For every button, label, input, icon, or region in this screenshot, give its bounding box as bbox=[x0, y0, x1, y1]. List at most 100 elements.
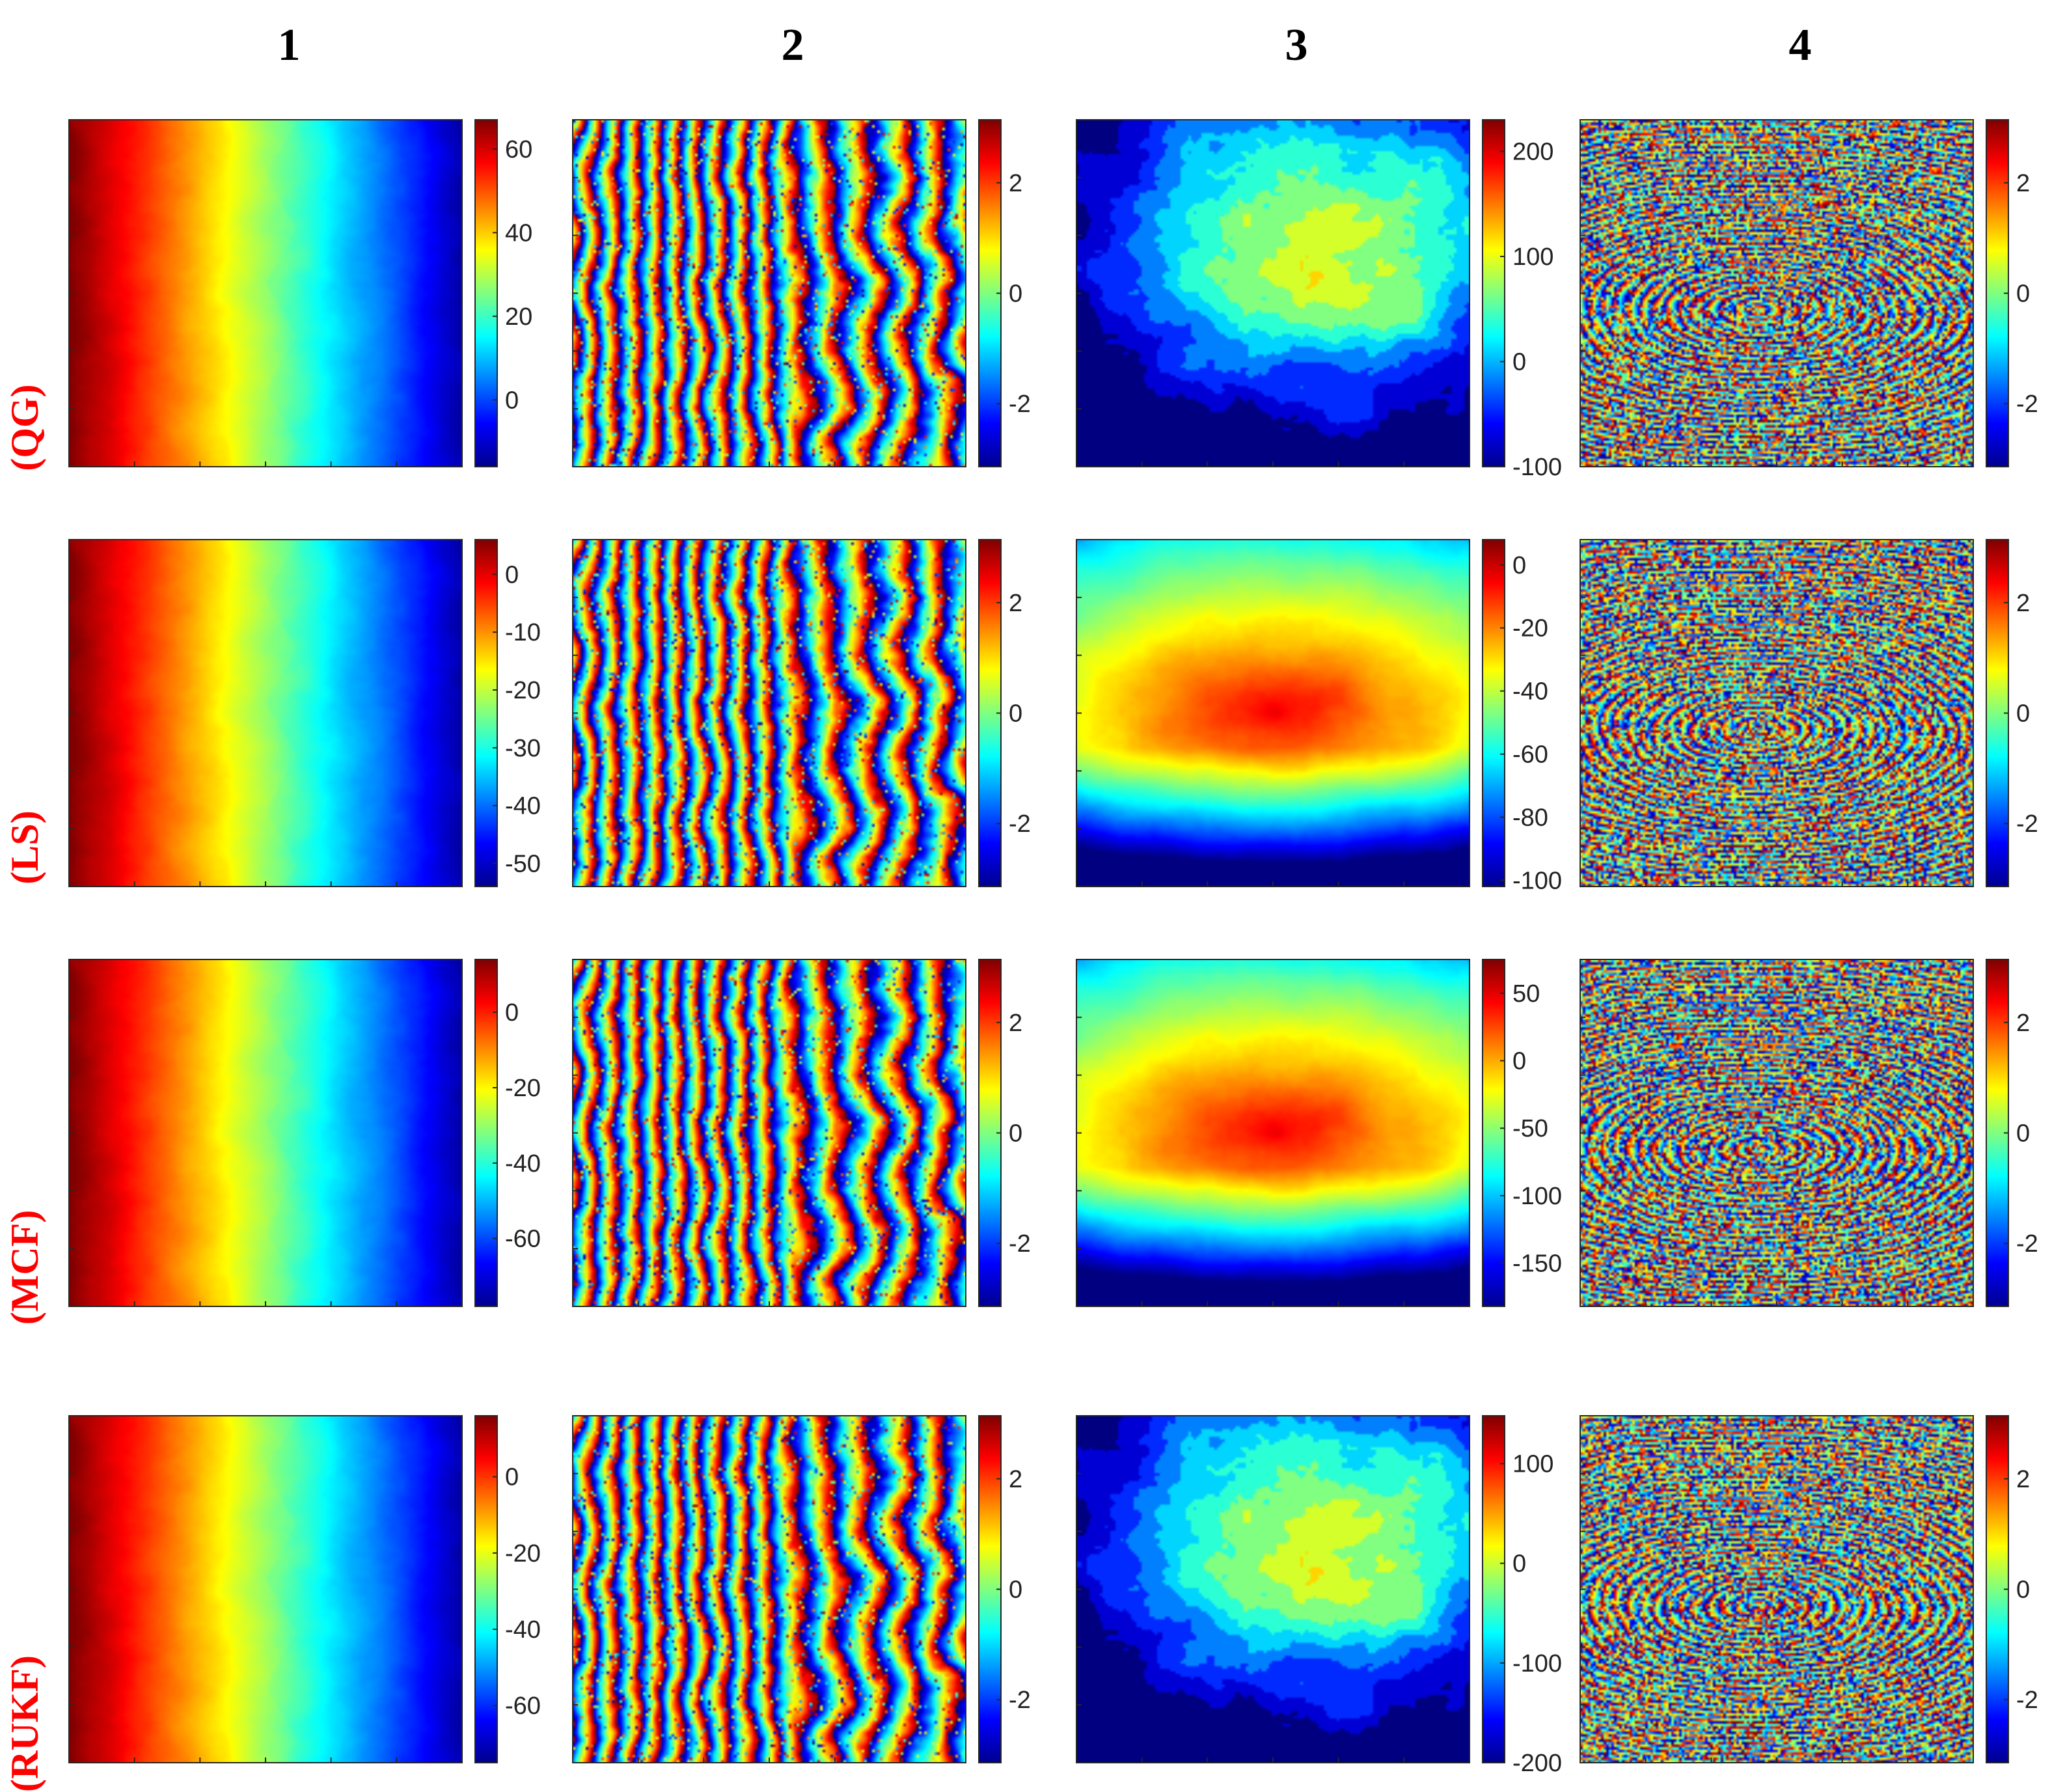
row-labels: (QG) (LS) (MCF) (RUKF) bbox=[3, 384, 46, 1792]
heatmap-panel: -2 0 2 bbox=[572, 539, 1031, 887]
colorbar-tick-label: 2 bbox=[1009, 170, 1022, 197]
colorbar-tick-label: -40 bbox=[505, 1616, 541, 1644]
colorbar bbox=[1483, 120, 1505, 467]
colorbar-tick-label: 200 bbox=[1512, 138, 1553, 165]
heatmap-panel: -50 -40 -30 -20 -10 0 bbox=[68, 539, 541, 887]
heatmap-panel: -150 -100 -50 0 50 bbox=[1076, 959, 1562, 1307]
colorbar-frame bbox=[1482, 539, 1505, 887]
colorbar-tick-label: -20 bbox=[505, 677, 541, 704]
colorbar-tick-label: -30 bbox=[505, 735, 541, 762]
colorbar-tick-label: -60 bbox=[505, 1692, 541, 1720]
colorbar-frame bbox=[474, 959, 498, 1307]
row-label: (LS) bbox=[3, 810, 46, 884]
colorbar-tick-label: -2 bbox=[2016, 391, 2038, 418]
colorbar-tick-label: 100 bbox=[1512, 1451, 1553, 1478]
colorbar-frame bbox=[1482, 959, 1505, 1307]
heatmap-panel: -2 0 2 bbox=[572, 959, 1031, 1307]
colorbar-tick-label: 2 bbox=[1009, 590, 1022, 617]
colorbar-tick-label: -100 bbox=[1512, 1650, 1562, 1677]
colorbar bbox=[475, 959, 497, 1306]
colorbar-tick-label: -40 bbox=[505, 793, 541, 820]
heatmap-image bbox=[1076, 959, 1470, 1306]
colorbar-frame bbox=[474, 1415, 498, 1763]
colorbar-tick-label: 2 bbox=[2016, 1010, 2030, 1037]
colorbar-tick-label: -10 bbox=[505, 619, 541, 646]
heatmap-panel: -60 -40 -20 0 bbox=[68, 1415, 541, 1763]
heatmap-panel: -200 -100 0 100 bbox=[1076, 1415, 1562, 1777]
colorbar-tick-label: -2 bbox=[1009, 1687, 1031, 1714]
colorbar-tick-label: -100 bbox=[1512, 1183, 1562, 1210]
heatmap-image bbox=[1076, 540, 1470, 887]
heatmap-image bbox=[1580, 540, 1973, 887]
colorbar-tick-label: 0 bbox=[2016, 1120, 2030, 1148]
heatmap-image bbox=[573, 120, 966, 467]
heatmap-image bbox=[573, 959, 966, 1306]
heatmap-image bbox=[69, 1416, 462, 1763]
heatmap-panel: -2 0 2 bbox=[1580, 119, 2038, 467]
heatmap-image bbox=[573, 1416, 966, 1763]
colorbar-tick-label: 0 bbox=[505, 999, 519, 1027]
colorbar-tick-label: 0 bbox=[1512, 552, 1526, 579]
colorbar-tick-label: -2 bbox=[1009, 810, 1031, 838]
colorbar-tick-label: -2 bbox=[2016, 1687, 2038, 1714]
colorbar-tick-label: 0 bbox=[2016, 1577, 2030, 1604]
row-label: (QG) bbox=[3, 384, 46, 471]
colorbar-frame bbox=[1482, 1415, 1505, 1763]
heatmap-panel: -100 -80 -60 -40 -20 0 bbox=[1076, 539, 1562, 894]
row-label: (RUKF) bbox=[3, 1655, 46, 1792]
colorbar bbox=[1483, 540, 1505, 887]
column-title: 1 bbox=[278, 20, 301, 70]
colorbar-tick-label: 0 bbox=[505, 1464, 519, 1491]
colorbar-tick-label: 0 bbox=[2016, 700, 2030, 728]
heatmap-image bbox=[1076, 1416, 1470, 1763]
heatmap-image bbox=[573, 540, 966, 887]
heatmap-image bbox=[69, 540, 462, 887]
colorbar-tick-label: 0 bbox=[1512, 1551, 1526, 1578]
colorbar bbox=[475, 540, 497, 887]
colorbar-tick-label: 0 bbox=[1009, 700, 1022, 728]
colorbar-tick-label: -2 bbox=[2016, 810, 2038, 838]
colorbar-frame bbox=[1482, 119, 1505, 467]
colorbar bbox=[475, 1416, 497, 1763]
heatmap-panel: -2 0 2 bbox=[1580, 959, 2038, 1307]
heatmap-image bbox=[1580, 120, 1973, 467]
colorbar-tick-label: -20 bbox=[505, 1075, 541, 1102]
colorbar-tick-label: -20 bbox=[1512, 615, 1548, 642]
colorbar-tick-label: -50 bbox=[505, 850, 541, 877]
colorbar bbox=[475, 120, 497, 467]
column-title: 2 bbox=[782, 20, 804, 70]
colorbar-tick-label: -40 bbox=[1512, 678, 1548, 706]
colorbar bbox=[1483, 959, 1505, 1306]
heatmap-image bbox=[1076, 120, 1470, 467]
column-titles: 1 2 3 4 bbox=[278, 20, 1812, 70]
colorbar-frame bbox=[474, 119, 498, 467]
heatmap-panel: -2 0 2 bbox=[1580, 1415, 2038, 1763]
colorbar-tick-label: 100 bbox=[1512, 243, 1553, 271]
heatmap-image bbox=[69, 120, 462, 467]
colorbar-tick-label: 0 bbox=[505, 561, 519, 588]
colorbar-tick-label: -40 bbox=[505, 1150, 541, 1178]
column-title: 4 bbox=[1789, 20, 1812, 70]
colorbar-tick-label: -2 bbox=[1009, 1230, 1031, 1258]
colorbar-tick-label: 50 bbox=[1512, 980, 1540, 1008]
colorbar-tick-label: 0 bbox=[1009, 281, 1022, 308]
colorbar-tick-label: -100 bbox=[1512, 867, 1562, 894]
colorbar-tick-label: -60 bbox=[505, 1226, 541, 1253]
colorbar-tick-label: 2 bbox=[1009, 1010, 1022, 1037]
heatmap-image bbox=[69, 959, 462, 1306]
colorbar-tick-label: 0 bbox=[1009, 1577, 1022, 1604]
colorbar-tick-label: -200 bbox=[1512, 1750, 1562, 1777]
colorbar-tick-label: -100 bbox=[1512, 454, 1562, 481]
colorbar-tick-label: -20 bbox=[505, 1540, 541, 1567]
colorbar-tick-label: 0 bbox=[1009, 1120, 1022, 1148]
colorbar-tick-label: 0 bbox=[1512, 1048, 1526, 1075]
colorbar-tick-label: -50 bbox=[1512, 1115, 1548, 1142]
colorbar-tick-label: 20 bbox=[505, 303, 532, 331]
column-title: 3 bbox=[1285, 20, 1308, 70]
row-label: (MCF) bbox=[3, 1210, 46, 1325]
panels: 0204060-202-1000100200-202-50-40-30-20-1… bbox=[68, 119, 2038, 1777]
heatmap-panel: -60 -40 -20 0 bbox=[68, 959, 541, 1307]
colorbar-tick-label: -80 bbox=[1512, 804, 1548, 831]
colorbar-tick-label: 0 bbox=[505, 387, 519, 414]
